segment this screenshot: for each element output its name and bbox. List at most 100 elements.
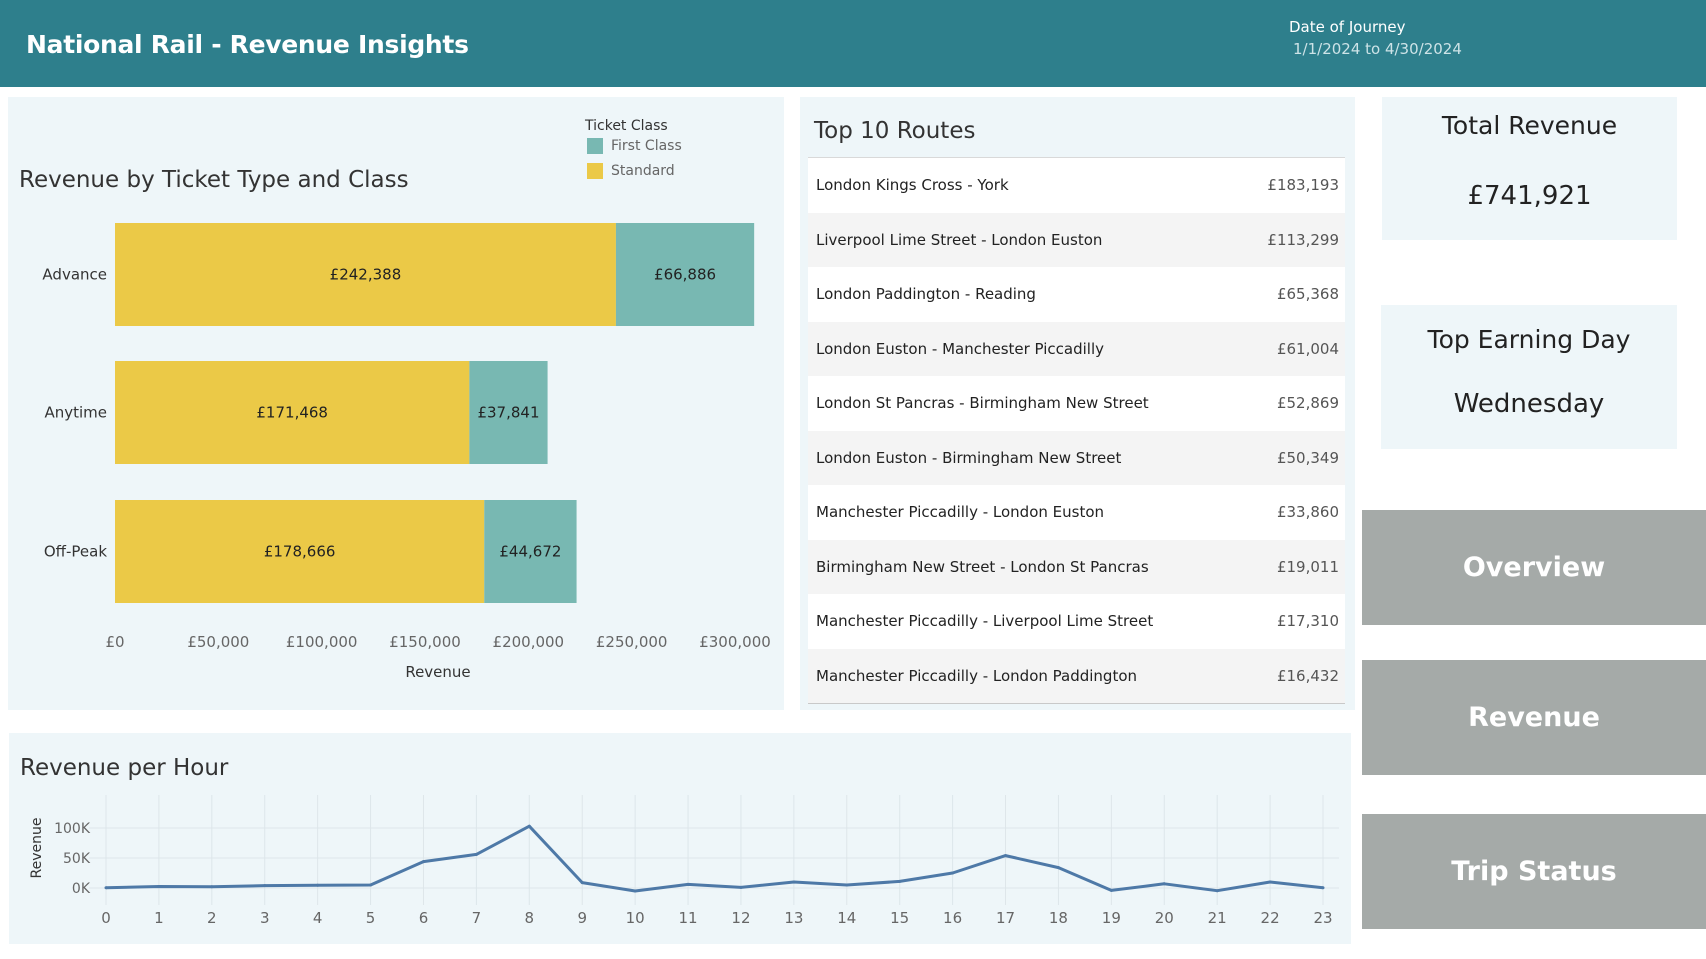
route-name: London Euston - Manchester Piccadilly <box>816 339 1105 358</box>
revenue-per-hour-panel: Revenue per Hour 0K 50K 100K Revenue 0 1 2 3 4 5 6… <box>9 733 1351 944</box>
legend-first-class-label: First Class <box>611 138 682 154</box>
route-revenue: £65,368 <box>1276 285 1339 304</box>
x-tick-label: £0 <box>105 633 124 651</box>
x-tick-label: 5 <box>366 909 376 927</box>
x-tick-label: 11 <box>678 909 697 927</box>
x-tick-label: £150,000 <box>389 633 461 651</box>
x-tick-label: 8 <box>525 909 535 927</box>
bar-standard <box>115 361 470 464</box>
total-revenue-value: £741,921 <box>1467 181 1592 211</box>
route-row[interactable]: Manchester Piccadilly - London Euston £33… <box>808 485 1345 540</box>
total-revenue-card: Total Revenue £741,921 <box>1382 97 1677 240</box>
route-row[interactable]: Liverpool Lime Street - London Euston £11… <box>808 212 1345 267</box>
y-tick-label: 0K <box>72 881 91 897</box>
header-bar: National Rail - Revenue Insights Date of… <box>0 0 1706 87</box>
x-axis-title: Revenue <box>405 663 470 681</box>
route-row[interactable]: London Euston - Manchester Piccadilly £61… <box>808 321 1345 376</box>
route-revenue: £17,310 <box>1276 612 1339 631</box>
data-point <box>951 871 955 875</box>
legend-standard-label: Standard <box>611 163 675 179</box>
x-tick-label: 6 <box>419 909 429 927</box>
route-name: London Kings Cross - York <box>816 176 1009 195</box>
y-tick-label: 100K <box>54 821 91 837</box>
x-tick-label: £100,000 <box>286 633 358 651</box>
x-tick-label: 9 <box>577 909 587 927</box>
bar-label-standard: £178,666 <box>264 543 336 561</box>
route-name: Liverpool Lime Street - London Euston <box>816 230 1103 249</box>
bar-label-first-class: £44,672 <box>499 543 561 561</box>
route-revenue: £16,432 <box>1276 666 1339 685</box>
data-point <box>369 883 373 887</box>
data-point <box>1215 889 1219 893</box>
route-revenue: £52,869 <box>1276 394 1339 413</box>
route-row[interactable]: London St Pancras - Birmingham New Stree… <box>808 376 1345 431</box>
bar-label-standard: £171,468 <box>256 404 328 422</box>
bar-label-first-class: £37,841 <box>477 404 539 422</box>
category-label: Advance <box>42 266 107 284</box>
top-routes-table: London Kings Cross - York £183,193 Liverpo… <box>808 157 1345 704</box>
route-revenue: £113,299 <box>1267 230 1339 249</box>
category-label: Off-Peak <box>44 543 107 561</box>
data-point <box>1162 882 1166 886</box>
data-point <box>527 824 531 828</box>
app-title: National Rail - Revenue Insights <box>26 30 469 59</box>
data-point <box>633 889 637 893</box>
data-point <box>845 883 849 887</box>
date-filter-label: Date of Journey <box>1289 18 1406 36</box>
route-name: Manchester Piccadilly - Liverpool Lime S… <box>816 612 1154 631</box>
data-point <box>104 886 108 890</box>
route-row[interactable]: London Paddington - Reading £65,368 <box>808 267 1345 322</box>
legend-standard[interactable]: Standard <box>587 163 675 179</box>
route-revenue: £183,193 <box>1267 176 1339 195</box>
data-point <box>474 852 478 856</box>
x-tick-label: 17 <box>996 909 1015 927</box>
revenue-line <box>105 824 1324 893</box>
data-point <box>580 881 584 885</box>
y-tick-label: 50K <box>63 851 91 867</box>
route-row[interactable]: Manchester Piccadilly - London Paddingto… <box>808 648 1345 703</box>
data-point <box>316 883 320 887</box>
x-tick-label: 20 <box>1155 909 1174 927</box>
route-name: Manchester Piccadilly - London Euston <box>816 503 1105 522</box>
route-row[interactable]: London Kings Cross - York £183,193 <box>808 158 1345 213</box>
x-tick-label: 3 <box>260 909 270 927</box>
date-filter-value[interactable]: 1/1/2024 to 4/30/2024 <box>1293 40 1462 58</box>
x-tick-label: 4 <box>313 909 323 927</box>
route-revenue: £50,349 <box>1276 448 1339 467</box>
data-point <box>898 879 902 883</box>
trip-status-button[interactable]: Trip Status <box>1362 814 1706 929</box>
route-name: Manchester Piccadilly - London Paddingto… <box>816 666 1138 685</box>
ticket-bar-chart: £242,388 £66,886 Advance £171,468 £37,841 Any… <box>42 223 771 681</box>
route-name: London St Pancras - Birmingham New Stree… <box>816 394 1149 413</box>
x-tick-label: 19 <box>1102 909 1121 927</box>
data-point <box>686 882 690 886</box>
revenue-button[interactable]: Revenue <box>1362 660 1706 775</box>
overview-button[interactable]: Overview <box>1362 510 1706 625</box>
top-earning-day-card: Top Earning Day Wednesday <box>1381 305 1677 449</box>
bar-label-standard: £242,388 <box>330 266 402 284</box>
top-earning-day-label: Top Earning Day <box>1427 325 1631 354</box>
x-tick-label: £300,000 <box>699 633 771 651</box>
route-name: London Euston - Birmingham New Street <box>816 448 1122 467</box>
x-tick-label: 14 <box>837 909 856 927</box>
x-tick-label: 23 <box>1313 909 1332 927</box>
top-routes-title: Top 10 Routes <box>814 118 976 144</box>
route-revenue: £33,860 <box>1276 503 1339 522</box>
route-name: Birmingham New Street - London St Pancra… <box>816 557 1149 576</box>
data-point <box>263 884 267 888</box>
route-row[interactable]: Birmingham New Street - London St Pancra… <box>808 539 1345 594</box>
route-name: London Paddington - Reading <box>816 285 1036 304</box>
hourly-chart-title: Revenue per Hour <box>20 755 229 781</box>
data-point <box>1268 880 1272 884</box>
legend-title: Ticket Class <box>585 118 668 134</box>
legend-first-class[interactable]: First Class <box>587 138 682 154</box>
x-tick-label: 15 <box>890 909 909 927</box>
category-label: Anytime <box>44 404 107 422</box>
x-tick-label: 10 <box>626 909 645 927</box>
data-point <box>739 885 743 889</box>
data-point <box>1056 866 1060 870</box>
route-row[interactable]: London Euston - Birmingham New Street £50… <box>808 430 1345 485</box>
total-revenue-label: Total Revenue <box>1441 111 1618 140</box>
route-row[interactable]: Manchester Piccadilly - Liverpool Lime S… <box>808 594 1345 649</box>
